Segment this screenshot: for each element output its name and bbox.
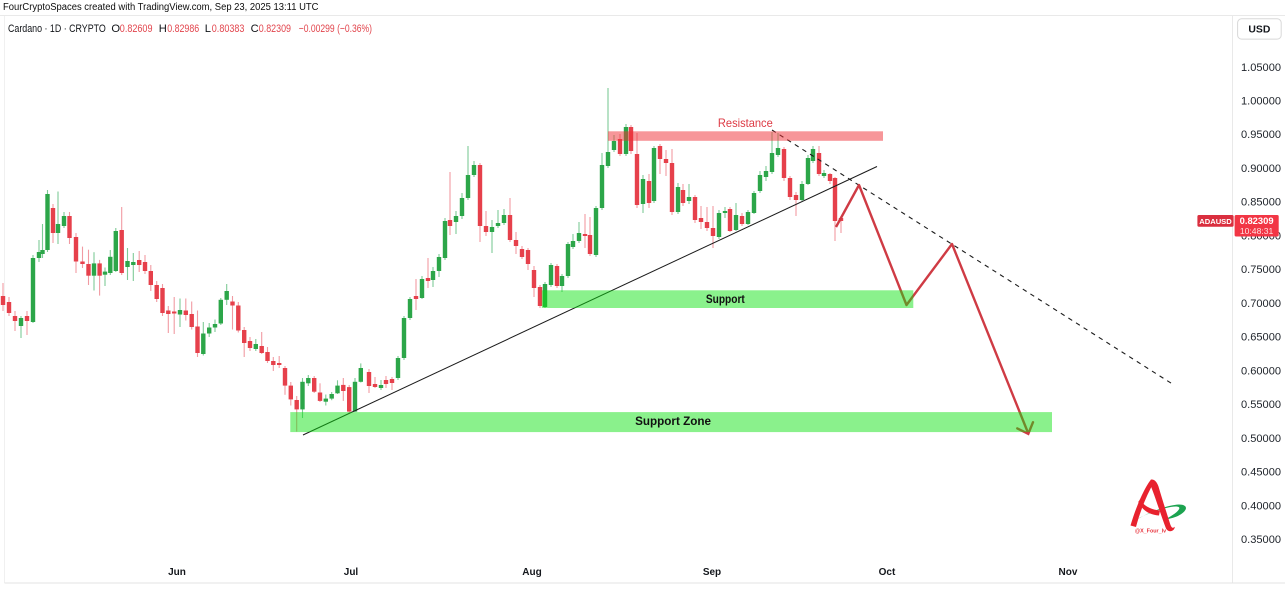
svg-text:0.85000: 0.85000 — [1241, 197, 1281, 209]
svg-text:Cardano · 1D · CRYPTO: Cardano · 1D · CRYPTO — [8, 23, 106, 35]
svg-text:0.60000: 0.60000 — [1241, 366, 1281, 378]
svg-text:ADAUSD: ADAUSD — [1199, 217, 1232, 226]
svg-text:Support Zone: Support Zone — [635, 414, 711, 428]
svg-text:0.35000: 0.35000 — [1241, 534, 1281, 546]
svg-text:H: H — [159, 23, 167, 35]
svg-text:Jun: Jun — [168, 567, 186, 578]
svg-text:Resistance: Resistance — [718, 116, 773, 130]
svg-text:Sep: Sep — [703, 567, 721, 578]
svg-text:@X_Four_Iv: @X_Four_Iv — [1135, 529, 1166, 535]
svg-text:Oct: Oct — [879, 567, 896, 578]
svg-text:Jul: Jul — [344, 567, 359, 578]
svg-text:Support: Support — [706, 294, 745, 306]
svg-text:1.05000: 1.05000 — [1241, 62, 1281, 74]
svg-text:0.82309: 0.82309 — [259, 23, 291, 35]
svg-text:0.50000: 0.50000 — [1241, 433, 1281, 445]
svg-text:Aug: Aug — [522, 567, 541, 578]
svg-text:0.95000: 0.95000 — [1241, 129, 1281, 141]
svg-text:0.40000: 0.40000 — [1241, 500, 1281, 512]
svg-text:0.65000: 0.65000 — [1241, 332, 1281, 344]
svg-text:1.00000: 1.00000 — [1241, 96, 1281, 108]
svg-text:0.82309: 0.82309 — [1240, 215, 1274, 226]
svg-text:USD: USD — [1248, 25, 1270, 36]
svg-text:0.82609: 0.82609 — [120, 23, 153, 35]
svg-text:0.82986: 0.82986 — [167, 23, 199, 35]
svg-text:−0.00299 (−0.36%): −0.00299 (−0.36%) — [299, 23, 372, 35]
svg-text:0.80383: 0.80383 — [212, 23, 245, 35]
svg-text:0.70000: 0.70000 — [1241, 298, 1281, 310]
svg-text:O: O — [111, 23, 120, 35]
svg-text:0.75000: 0.75000 — [1241, 264, 1281, 276]
svg-text:0.45000: 0.45000 — [1241, 467, 1281, 479]
svg-text:Nov: Nov — [1059, 567, 1078, 578]
svg-text:0.55000: 0.55000 — [1241, 399, 1281, 411]
svg-text:0.90000: 0.90000 — [1241, 163, 1281, 175]
svg-text:L: L — [205, 23, 211, 35]
svg-text:C: C — [251, 23, 259, 35]
svg-text:FourCryptoSpaces created with: FourCryptoSpaces created with TradingVie… — [3, 2, 319, 13]
svg-text:10:48:31: 10:48:31 — [1240, 226, 1274, 236]
